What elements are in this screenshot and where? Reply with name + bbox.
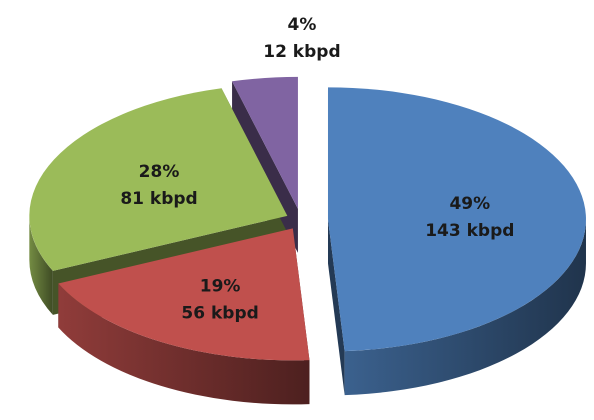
- percent-label: 4%: [288, 15, 317, 35]
- value-label: 143 kbpd: [425, 221, 514, 241]
- percent-label: 19%: [200, 277, 241, 297]
- value-label: 56 kbpd: [181, 304, 258, 324]
- percent-label: 28%: [139, 162, 180, 182]
- slice: [29, 88, 288, 271]
- slice-rims: [29, 215, 586, 405]
- slice-tops: [29, 76, 586, 361]
- percent-label: 49%: [449, 194, 490, 214]
- slice-rim: [344, 219, 586, 396]
- slice: [327, 87, 586, 352]
- labels: 49% 143 kbpd 19% 56 kbpd 28% 81 kbpd 4% 12 kbpd: [120, 15, 514, 324]
- value-label: 81 kbpd: [120, 189, 197, 209]
- value-label: 12 kbpd: [263, 42, 340, 62]
- slice-rim: [29, 215, 53, 315]
- slice: [58, 228, 310, 361]
- slice-rim: [58, 283, 310, 405]
- slice-side: [327, 219, 345, 396]
- slice: [232, 76, 298, 209]
